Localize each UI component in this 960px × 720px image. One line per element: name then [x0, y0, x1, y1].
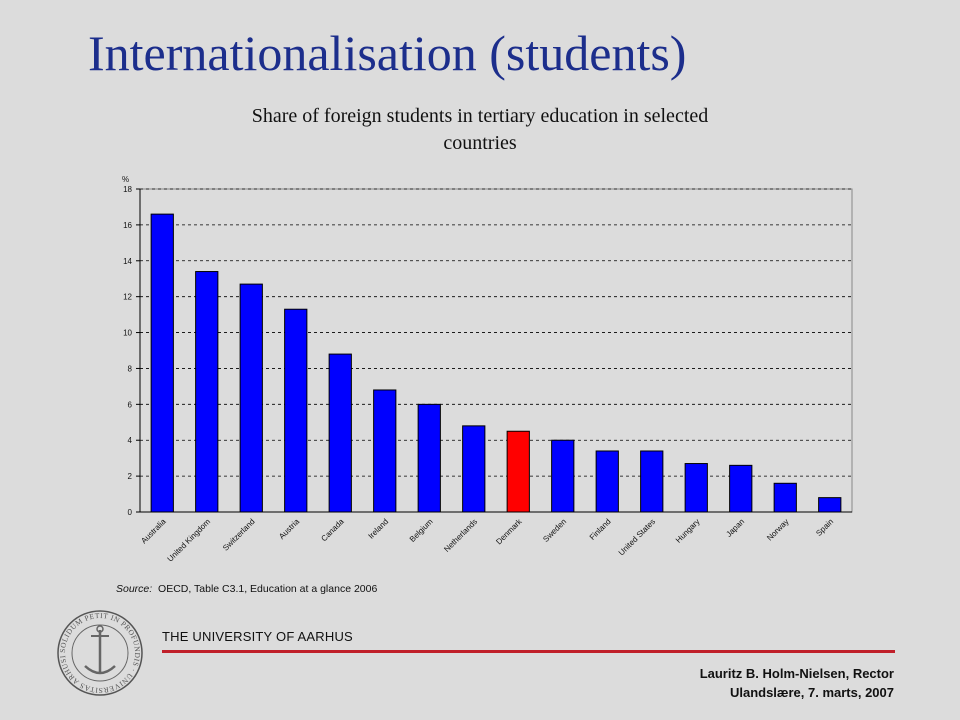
y-tick-label: 4 [128, 436, 133, 445]
bar-denmark [506, 430, 530, 513]
seal-text: SOLIDUM PETIT IN PROFUNDIS · UNIVERSITAS… [55, 608, 142, 695]
x-tick-label: Canada [319, 517, 346, 544]
chart-title-line1: Share of foreign students in tertiary ed… [251, 105, 709, 127]
bar-spain [818, 497, 842, 513]
bar-switzerland [239, 283, 263, 513]
author-line: Lauritz B. Holm-Nielsen, Rector [699, 666, 894, 681]
y-tick-label: 10 [123, 329, 132, 338]
y-axis-ticks: 0 2 4 6 8 10 12 14 16 18 [123, 185, 140, 517]
x-tick-label: Netherlands [442, 517, 479, 554]
bar-norway [773, 482, 797, 513]
x-tick-label: Norway [765, 517, 791, 543]
svg-text:SOLIDUM PETIT IN PROFUNDIS · U: SOLIDUM PETIT IN PROFUNDIS · UNIVERSITAS… [55, 608, 142, 695]
y-tick-label: 2 [128, 472, 133, 481]
footer-credits: Lauritz B. Holm-Nielsen, Rector Ulandslæ… [700, 664, 894, 702]
x-tick-label: Finland [588, 517, 613, 542]
x-tick-label: Japan [724, 517, 746, 539]
y-tick-label: 6 [128, 400, 133, 409]
bar-finland [595, 450, 619, 513]
x-tick-label: Australia [139, 517, 168, 546]
event-line: Ulandslære, 7. marts, 2007 [729, 685, 894, 700]
bar-canada [328, 353, 352, 513]
y-tick-label: 0 [128, 508, 133, 517]
chart-title-line2: countries [443, 132, 517, 154]
gridlines [140, 188, 852, 477]
x-tick-label: Austria [277, 517, 301, 541]
y-tick-label: 16 [123, 221, 132, 230]
x-tick-label: Belgium [408, 517, 435, 544]
bar-netherlands [462, 425, 486, 513]
bar-sweden [551, 439, 575, 513]
bar-australia [150, 213, 174, 513]
bar-belgium [417, 403, 441, 513]
x-tick-label: Ireland [366, 517, 390, 541]
x-tick-label: Denmark [494, 516, 524, 546]
bar-united-states [640, 450, 664, 513]
bar-hungary [684, 463, 708, 513]
x-tick-label: Hungary [674, 517, 702, 545]
slide-title: Internationalisation (students) [88, 25, 687, 81]
x-tick-label: United Kingdom [166, 517, 213, 564]
bar-ireland [373, 389, 397, 513]
x-tick-label: United States [617, 517, 657, 557]
source-note: Source: OECD, Table C3.1, Education at a… [116, 583, 377, 595]
bar-united-kingdom [195, 271, 219, 513]
y-tick-label: 8 [128, 364, 133, 373]
university-seal-icon: SOLIDUM PETIT IN PROFUNDIS · UNIVERSITAS… [55, 608, 143, 696]
footer-divider [162, 650, 895, 653]
x-tick-label: Spain [814, 517, 835, 538]
y-axis-unit-label: % [122, 175, 129, 184]
bar-austria [284, 308, 308, 513]
source-label: Source: [116, 583, 153, 595]
x-tick-label: Switzerland [221, 517, 257, 553]
source-text: OECD, Table C3.1, Education at a glance … [158, 583, 378, 595]
bar-japan [729, 464, 753, 513]
bars [150, 213, 842, 513]
chart-title: Share of foreign students in tertiary ed… [180, 103, 780, 157]
y-tick-label: 12 [123, 293, 132, 302]
x-tick-label: Sweden [541, 517, 568, 544]
y-tick-label: 18 [123, 185, 132, 194]
y-tick-label: 14 [123, 257, 132, 266]
university-name: THE UNIVERSITY OF AARHUS [162, 629, 353, 644]
